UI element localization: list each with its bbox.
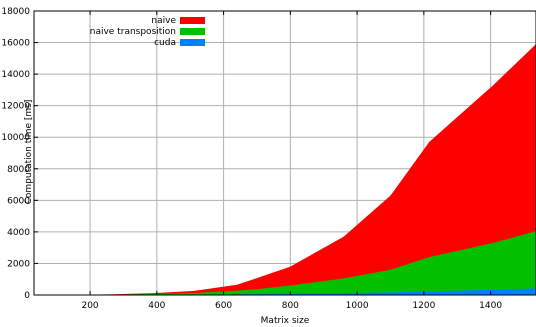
x-axis-title: Matrix size — [261, 316, 310, 326]
plot-border — [33, 10, 536, 296]
legend-swatch — [180, 17, 205, 24]
series-area-cuda — [34, 288, 536, 295]
legend-label: naive transposition — [90, 27, 176, 37]
x-tick-label: 200 — [81, 301, 98, 311]
legend-label: naive — [151, 16, 176, 26]
y-tick-label: 12000 — [1, 102, 30, 112]
x-tick-label: 1200 — [412, 301, 435, 311]
series-area-naive-transposition — [34, 231, 536, 295]
plot-frame — [33, 10, 536, 296]
y-tick-label: 14000 — [1, 70, 30, 80]
y-tick-label: 0 — [24, 291, 30, 301]
legend-label: cuda — [154, 38, 176, 48]
y-tick-label: 2000 — [7, 259, 30, 269]
series-area-naive — [34, 44, 536, 296]
y-tick-label: 18000 — [1, 7, 30, 17]
x-tick-label: 400 — [148, 301, 165, 311]
x-tick-label: 1400 — [479, 301, 502, 311]
x-tick-label: 600 — [215, 301, 232, 311]
series-areas — [34, 44, 536, 296]
x-tick-label: 800 — [282, 301, 299, 311]
y-axis-title: Computation time [ms] — [24, 100, 34, 205]
y-tick-label: 16000 — [1, 39, 30, 49]
x-tick-label: 1000 — [346, 301, 369, 311]
y-tick-label: 8000 — [7, 165, 30, 175]
axis-ticks: 200 400 600 800 1000 1200 14000200040006000800… — [1, 7, 502, 311]
legend-swatch — [180, 28, 205, 35]
y-tick-label: 4000 — [7, 228, 30, 238]
y-tick-label: 10000 — [1, 133, 30, 143]
y-tick-label: 6000 — [7, 196, 30, 206]
legend-swatch — [180, 39, 205, 46]
